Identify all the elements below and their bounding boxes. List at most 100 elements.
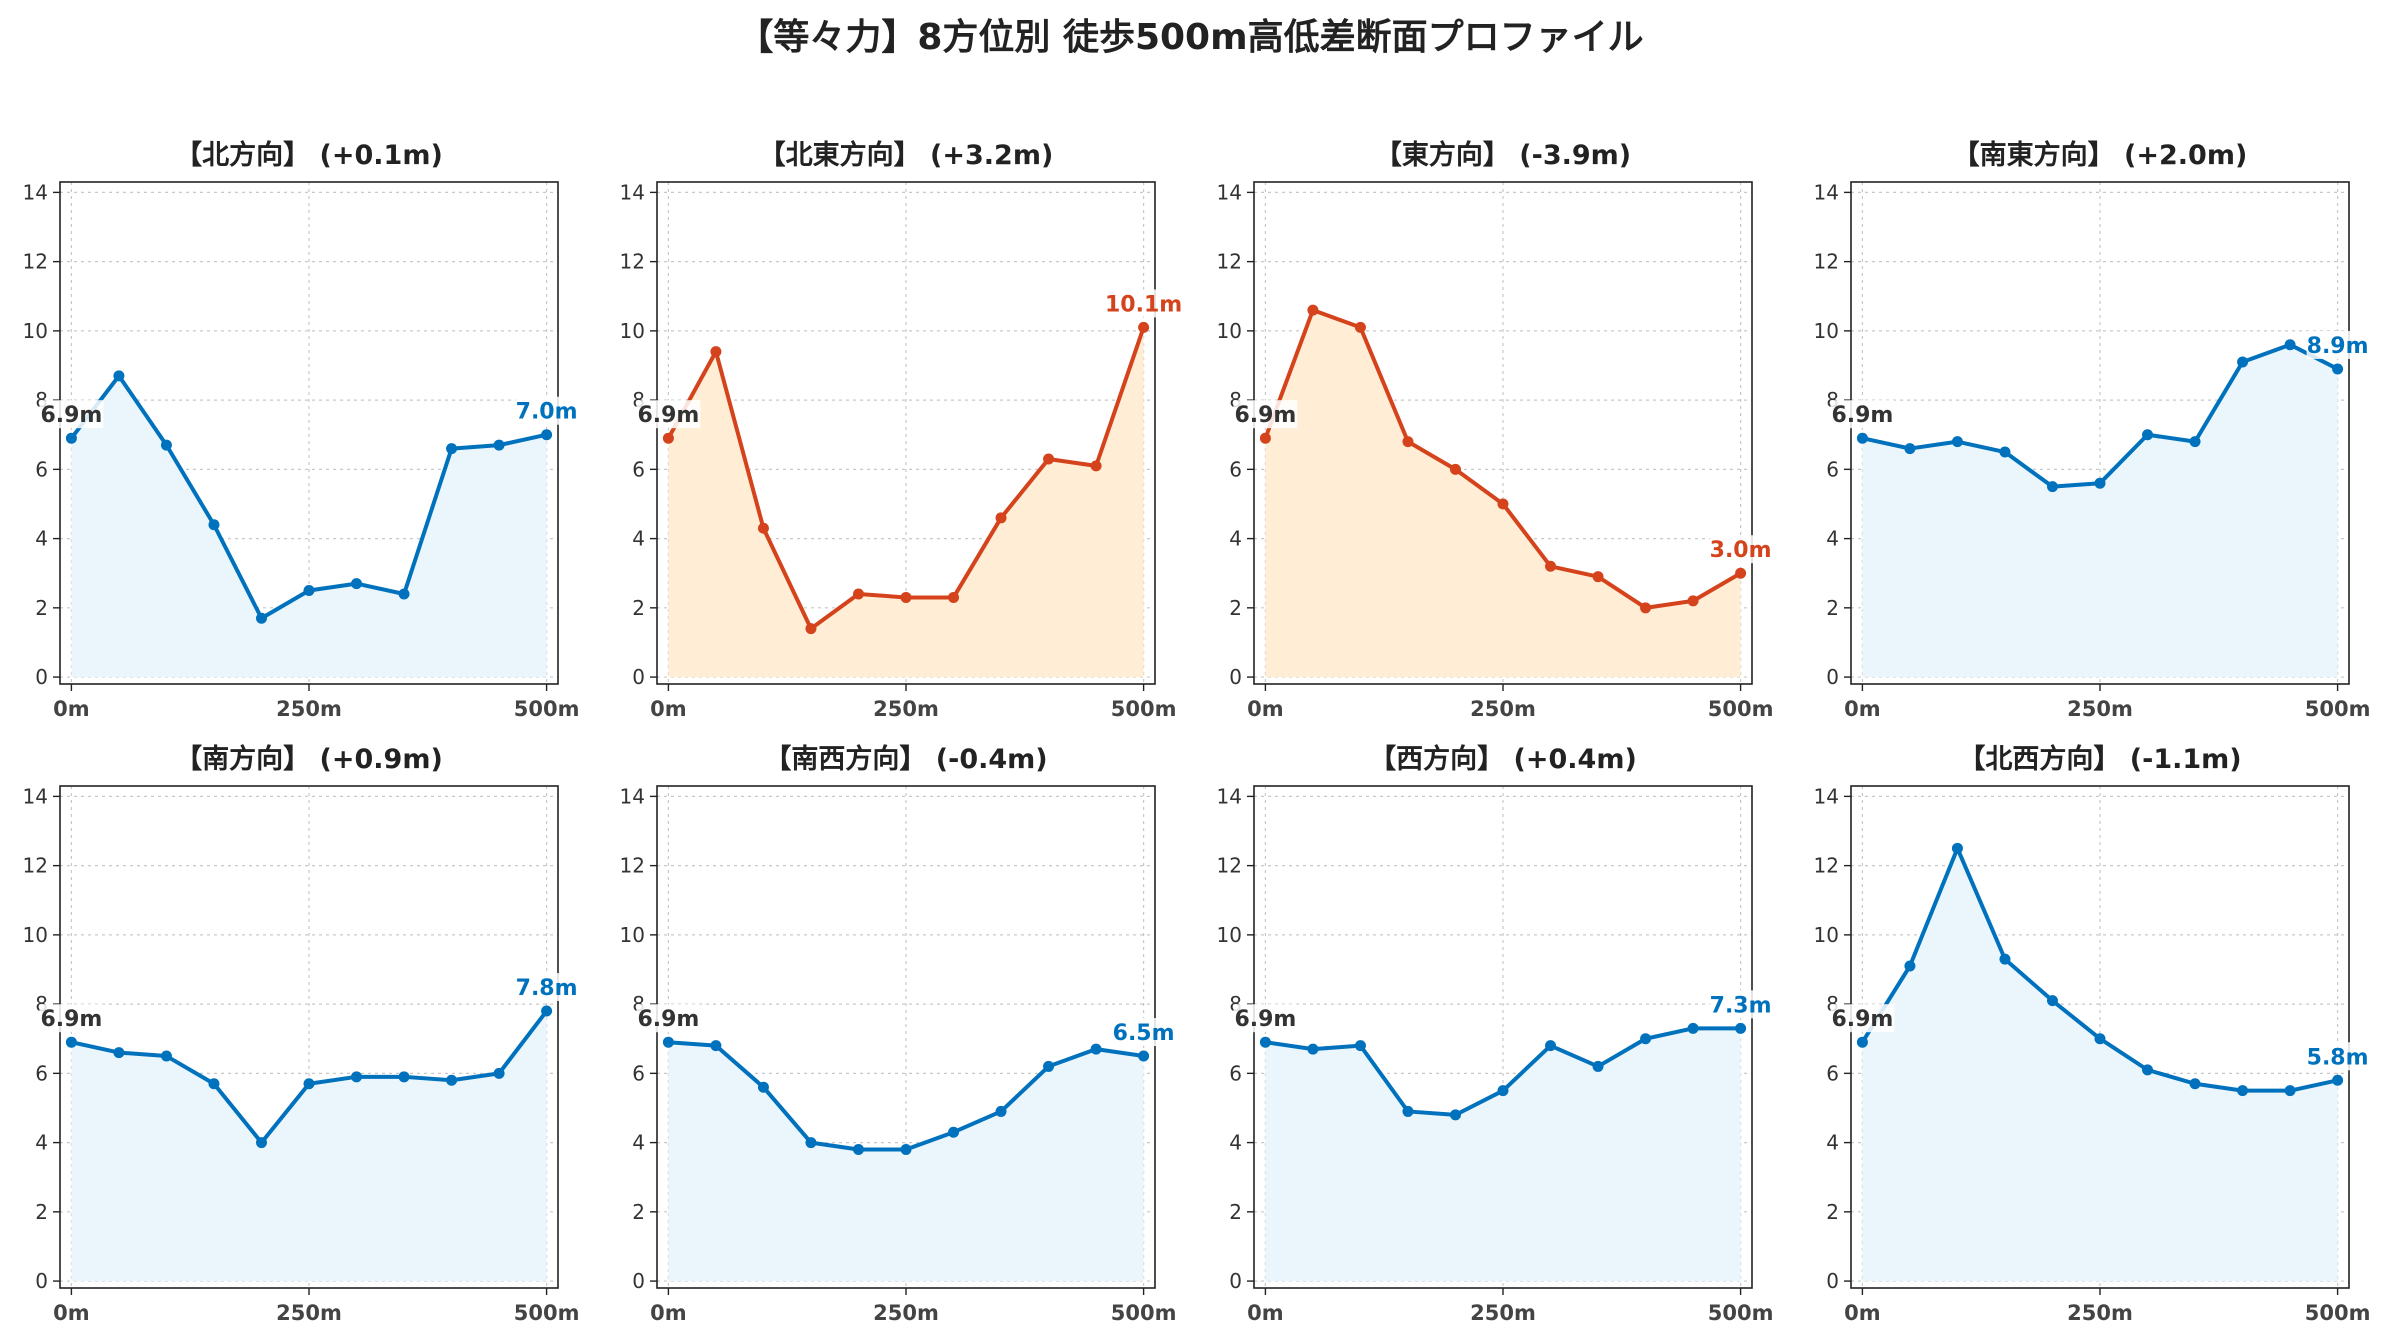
data-point-3 — [1402, 436, 1414, 448]
data-point-4 — [852, 588, 864, 600]
data-point-1 — [113, 1047, 125, 1059]
data-point-6 — [2142, 429, 2154, 441]
y-tick-label-3: 6 — [35, 1061, 48, 1085]
start-label-box — [636, 1004, 701, 1033]
y-tick-label-3: 6 — [632, 457, 645, 481]
data-point-0 — [65, 432, 77, 444]
data-point-9 — [2284, 339, 2296, 351]
data-point-4 — [1449, 463, 1461, 475]
end-value-label: 7.8m — [516, 976, 578, 1001]
x-tick-label-1: 250m — [2067, 697, 2133, 721]
x-tick-label-0: 0m — [1844, 697, 1881, 721]
data-point-10 — [1735, 567, 1747, 579]
y-tick-label-7: 14 — [1217, 784, 1242, 808]
data-point-8 — [1043, 453, 1055, 465]
data-point-9 — [1687, 1022, 1699, 1034]
data-point-7 — [2189, 436, 2201, 448]
x-tick-label-2: 500m — [1708, 697, 1774, 721]
data-point-0 — [1856, 432, 1868, 444]
x-tick-label-1: 250m — [1470, 697, 1536, 721]
start-value-label: 6.9m — [40, 1007, 102, 1032]
data-point-1 — [710, 1040, 722, 1052]
data-point-6 — [1545, 560, 1557, 572]
x-tick-label-0: 0m — [650, 1301, 687, 1325]
data-point-10 — [541, 429, 553, 441]
y-tick-label-7: 14 — [620, 784, 645, 808]
y-tick-label-0: 0 — [1826, 665, 1839, 689]
y-tick-label-3: 6 — [1826, 1061, 1839, 1085]
y-tick-label-6: 12 — [1814, 250, 1839, 274]
data-point-3 — [805, 1137, 817, 1149]
y-tick-label-3: 6 — [1826, 457, 1839, 481]
y-tick-label-6: 12 — [1217, 854, 1242, 878]
data-point-10 — [541, 1005, 553, 1017]
data-point-7 — [2189, 1078, 2201, 1090]
x-tick-label-2: 500m — [1111, 1301, 1177, 1325]
start-value-label: 6.9m — [40, 403, 102, 428]
data-point-8 — [1640, 1033, 1652, 1045]
end-label-box — [515, 396, 578, 425]
data-point-9 — [1090, 460, 1102, 472]
area-fill — [1862, 848, 2338, 1282]
x-tick-label-0: 0m — [1247, 697, 1284, 721]
y-tick-label-0: 0 — [1229, 665, 1242, 689]
data-point-3 — [1999, 953, 2011, 965]
start-value-label: 6.9m — [1234, 403, 1296, 428]
data-point-7 — [995, 1105, 1007, 1117]
data-point-1 — [710, 346, 722, 358]
data-point-3 — [208, 519, 220, 531]
data-point-8 — [1043, 1060, 1055, 1072]
y-tick-label-6: 12 — [620, 854, 645, 878]
data-point-5 — [303, 1078, 315, 1090]
data-point-8 — [446, 1074, 458, 1086]
area-fill — [71, 375, 547, 678]
start-value-label: 6.9m — [1831, 403, 1893, 428]
end-value-label: 7.3m — [1710, 993, 1772, 1018]
data-point-3 — [1402, 1105, 1414, 1117]
x-tick-label-2: 500m — [514, 697, 580, 721]
y-tick-label-5: 10 — [23, 319, 48, 343]
end-label-box — [1112, 1018, 1175, 1047]
data-point-1 — [1307, 304, 1319, 316]
data-point-6 — [351, 578, 363, 590]
data-point-9 — [1090, 1043, 1102, 1055]
x-tick-label-0: 0m — [650, 697, 687, 721]
data-point-5 — [2094, 1033, 2106, 1045]
data-point-7 — [398, 1071, 410, 1083]
data-point-2 — [757, 1081, 769, 1093]
data-point-5 — [303, 585, 315, 597]
data-point-2 — [1951, 842, 1963, 854]
data-point-0 — [662, 432, 674, 444]
data-point-0 — [1259, 432, 1271, 444]
x-tick-label-1: 250m — [873, 697, 939, 721]
y-tick-label-2: 4 — [1826, 1131, 1839, 1155]
data-point-6 — [948, 591, 960, 603]
data-point-4 — [255, 1137, 267, 1149]
y-tick-label-0: 0 — [632, 1269, 645, 1293]
data-point-6 — [2142, 1064, 2154, 1076]
y-tick-label-5: 10 — [23, 923, 48, 947]
subplot-title: 【東方向】 (-3.9m) — [1375, 139, 1631, 171]
y-tick-label-5: 10 — [1814, 319, 1839, 343]
subplot-title: 【南方向】 (+0.9m) — [175, 743, 443, 775]
y-tick-label-1: 2 — [1826, 596, 1839, 620]
y-tick-label-5: 10 — [620, 923, 645, 947]
x-tick-label-0: 0m — [53, 697, 90, 721]
data-point-5 — [900, 1144, 912, 1156]
y-tick-label-2: 4 — [35, 527, 48, 551]
subplot-title: 【南東方向】 (+2.0m) — [1953, 139, 2248, 171]
y-tick-label-0: 0 — [35, 665, 48, 689]
end-label-box — [2306, 1042, 2369, 1071]
y-tick-label-5: 10 — [620, 319, 645, 343]
y-tick-label-7: 14 — [23, 180, 48, 204]
y-tick-label-5: 10 — [1217, 319, 1242, 343]
y-tick-label-3: 6 — [1229, 457, 1242, 481]
data-point-8 — [2237, 1085, 2249, 1097]
y-tick-label-6: 12 — [23, 854, 48, 878]
